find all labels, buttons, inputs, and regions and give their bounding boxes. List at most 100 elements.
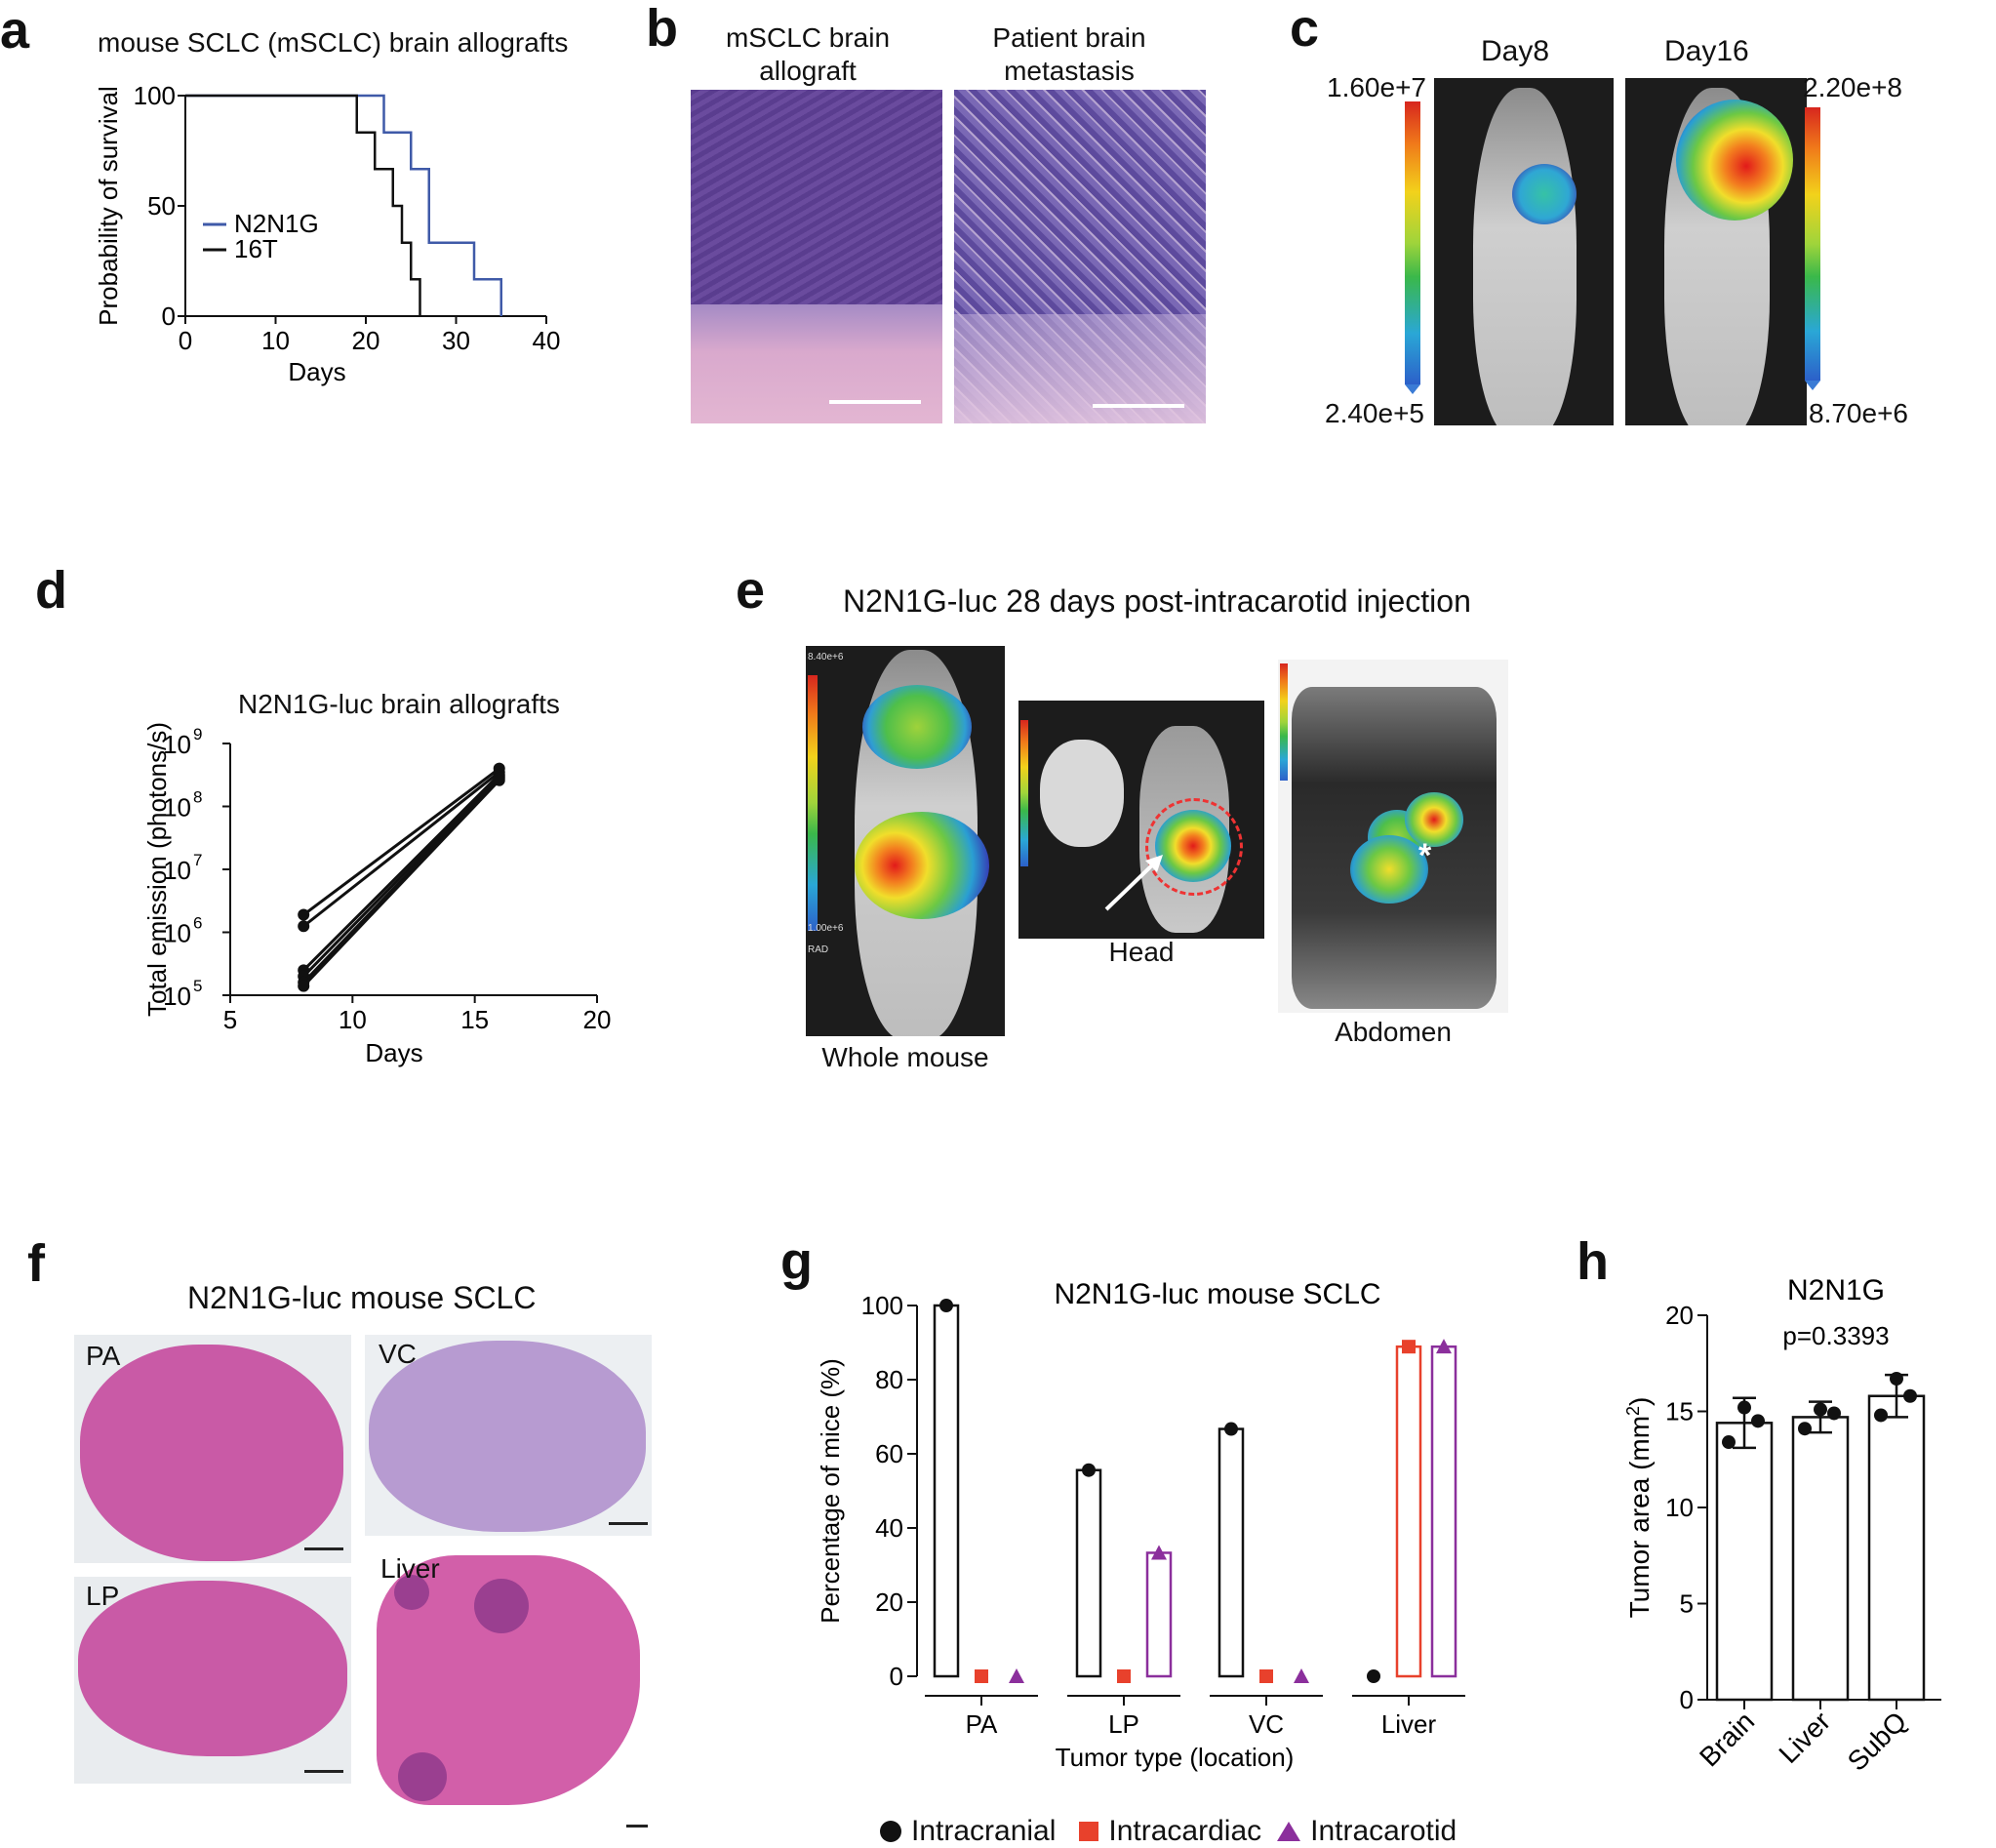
marker-square bbox=[1259, 1669, 1273, 1683]
x-tick-label: 20 bbox=[583, 1005, 612, 1034]
signal-blob bbox=[1350, 835, 1428, 904]
bar bbox=[1791, 1416, 1850, 1702]
caption-patient-l1: Patient brain bbox=[992, 22, 1146, 53]
section-pa-image: PA bbox=[74, 1335, 351, 1563]
section-label-pa: PA bbox=[86, 1341, 121, 1371]
signal-blob bbox=[855, 812, 989, 919]
colorbar-left bbox=[1405, 101, 1420, 384]
panel-label-b: b bbox=[646, 0, 678, 58]
survival-chart: 0 10 20 30 40 0 50 100 Days Probability of surviv… bbox=[94, 81, 561, 386]
marker-triangle bbox=[1294, 1668, 1309, 1683]
day16-label: Day16 bbox=[1664, 35, 1749, 67]
chart-g-title: N2N1G-luc mouse SCLC bbox=[1054, 1278, 1380, 1310]
signal-blob bbox=[1405, 792, 1463, 847]
scale-right-max: 2.20e+8 bbox=[1803, 72, 1902, 102]
x-tick-label: Liver bbox=[1773, 1706, 1836, 1769]
brain-section bbox=[80, 1345, 343, 1561]
y-axis-label: Total emission (photons/s) bbox=[142, 722, 172, 1017]
scale-left-max: 1.60e+7 bbox=[1327, 72, 1426, 102]
x-tick-label: 20 bbox=[352, 326, 380, 355]
y-axis-label-main: Tumor area (mm bbox=[1624, 1416, 1655, 1618]
whole-mouse-image: 8.40e+6 1.00e+6 RAD bbox=[806, 646, 1005, 1036]
y-axis-label: Percentage of mice (%) bbox=[816, 1358, 845, 1624]
bar bbox=[933, 1304, 960, 1678]
whole-scale-min: 1.00e+6 bbox=[808, 923, 844, 934]
scale-bar bbox=[626, 1825, 648, 1828]
he-patient-image bbox=[954, 90, 1206, 423]
data-point bbox=[1890, 1372, 1903, 1386]
paired-line bbox=[302, 773, 500, 972]
tumor-area-chart: N2N1G p=0.3393 0 5 10 15 20 Tumor area (mm2) Bra… bbox=[1623, 1274, 1941, 1777]
caption-allograft: mSCLC brain allograft bbox=[695, 21, 921, 88]
data-point bbox=[493, 774, 505, 786]
section-vc-image: VC bbox=[365, 1335, 652, 1536]
legend-intracarotid: Intracarotid bbox=[1310, 1815, 1457, 1847]
caption-abdomen: Abdomen bbox=[1335, 1017, 1452, 1047]
data-point bbox=[1737, 1400, 1751, 1415]
x-tick-label: SubQ bbox=[1842, 1706, 1913, 1777]
abdomen-image: * bbox=[1278, 660, 1508, 1013]
x-tick-label: Liver bbox=[1381, 1709, 1437, 1739]
survival-series-line bbox=[185, 94, 502, 316]
y-axis-label: Probability of survival bbox=[94, 86, 123, 326]
day8-label: Day8 bbox=[1481, 35, 1550, 67]
he-allograft-stroma bbox=[691, 304, 942, 423]
x-tick-label: 10 bbox=[261, 326, 290, 355]
scale-bar bbox=[304, 1547, 343, 1550]
paired-line bbox=[302, 777, 500, 984]
panel-label-h: h bbox=[1577, 1232, 1609, 1291]
colorbar-left-arrow bbox=[1405, 384, 1420, 394]
y-tick-label: 80 bbox=[875, 1365, 903, 1394]
ivis-day16-image bbox=[1625, 78, 1807, 425]
data-point bbox=[1814, 1402, 1827, 1417]
x-tick-label: 15 bbox=[460, 1005, 489, 1034]
colorbar-right bbox=[1805, 107, 1820, 381]
legend-intracranial: Intracranial bbox=[911, 1815, 1057, 1847]
y-tick-label: 50 bbox=[147, 191, 176, 221]
caption-whole: Whole mouse bbox=[821, 1042, 989, 1072]
caption-allograft-l2: allograft bbox=[759, 56, 857, 86]
p-value-annotation: p=0.3393 bbox=[1782, 1321, 1889, 1350]
paired-line bbox=[302, 775, 500, 978]
signal-blob bbox=[1512, 164, 1577, 224]
scale-bar bbox=[829, 400, 921, 404]
signal-blob bbox=[862, 685, 972, 769]
panel-label-e: e bbox=[736, 561, 766, 620]
x-tick-label: 40 bbox=[533, 326, 561, 355]
chart-d-title: N2N1G-luc brain allografts bbox=[238, 689, 560, 719]
caption-patient: Patient brain metastasis bbox=[956, 21, 1182, 88]
tumor-nodule bbox=[474, 1579, 529, 1633]
data-point bbox=[1751, 1414, 1765, 1428]
section-lp-image: LP bbox=[74, 1577, 351, 1784]
legend-square-icon bbox=[1079, 1822, 1099, 1841]
colorbar bbox=[1280, 663, 1288, 781]
legend-label: 16T bbox=[234, 234, 278, 263]
y-tick-label-exp: 5 bbox=[193, 977, 202, 995]
x-tick-label: 30 bbox=[442, 326, 470, 355]
panel-label-d: d bbox=[35, 561, 67, 620]
scale-bar bbox=[609, 1522, 648, 1525]
panel-label-a: a bbox=[0, 1, 30, 60]
scale-bar bbox=[1093, 404, 1184, 408]
chart-g-legend: Intracranial Intracardiac Intracarotid bbox=[880, 1815, 1457, 1848]
scale-right-min: 8.70e+6 bbox=[1809, 398, 1908, 428]
marker-circle bbox=[1082, 1463, 1096, 1477]
y-tick-label-base: 10 bbox=[163, 919, 191, 948]
y-tick-label: 20 bbox=[1665, 1301, 1694, 1330]
y-tick-label-exp: 6 bbox=[193, 914, 202, 933]
bar bbox=[1145, 1551, 1173, 1678]
marker-square bbox=[1117, 1669, 1131, 1683]
caption-head: Head bbox=[1108, 937, 1175, 967]
marker-circle bbox=[1224, 1422, 1238, 1436]
y-tick-label-base: 10 bbox=[163, 730, 191, 759]
y-tick-label: 0 bbox=[890, 1662, 903, 1691]
y-tick-label-base: 10 bbox=[163, 982, 191, 1011]
data-point bbox=[298, 920, 310, 933]
bar bbox=[1218, 1427, 1245, 1678]
y-tick-label: 100 bbox=[861, 1291, 903, 1320]
marker-triangle bbox=[1151, 1545, 1167, 1560]
x-tick-label: 10 bbox=[339, 1005, 367, 1034]
tumor-nodule bbox=[394, 1575, 429, 1610]
x-axis-label: Days bbox=[288, 357, 345, 386]
